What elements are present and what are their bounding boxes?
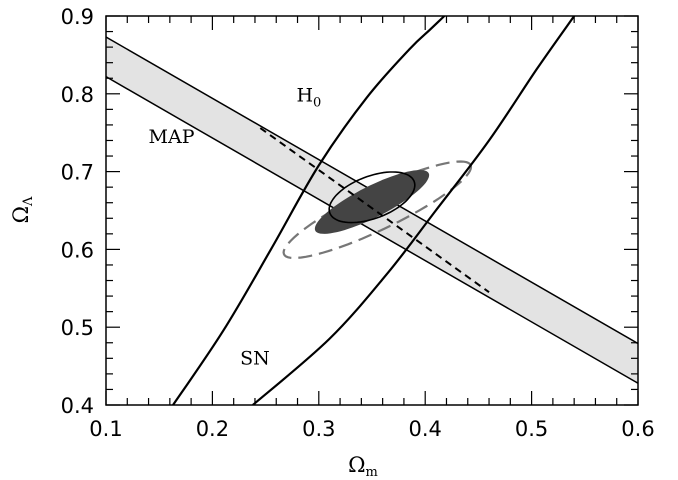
x-tick-label: 0.5: [515, 417, 548, 441]
h0-annotation-text: H: [296, 85, 313, 107]
x-axis-label: Ω: [348, 453, 365, 477]
map-annotation: MAP: [149, 126, 195, 148]
sn-curve-1: [172, 16, 446, 405]
x-tick-label: 0.6: [621, 417, 654, 441]
y-axis-title: ΩΛ: [9, 196, 36, 223]
y-tick-label: 0.9: [61, 5, 94, 29]
tick-labels: 0.1 0.2 0.3 0.4 0.5 0.6 0.4 0.5 0.6 0.7 0.8 0.9: [61, 5, 655, 441]
y-tick-label: 0.6: [61, 238, 94, 262]
sn-annotation: SN: [240, 348, 270, 370]
y-tick-label: 0.4: [61, 394, 94, 418]
h0-annotation-sub: 0: [313, 96, 321, 111]
y-tick-label: 0.7: [61, 161, 94, 185]
x-tick-label: 0.3: [302, 417, 335, 441]
x-axis-title: Ωm: [348, 453, 378, 480]
x-tick-label: 0.2: [196, 417, 229, 441]
x-tick-label: 0.1: [89, 417, 122, 441]
h0-degeneracy-line: [259, 127, 490, 294]
y-axis-label: Ω: [9, 206, 33, 223]
x-tick-label: 0.4: [408, 417, 441, 441]
combined-solid-ellipse: [328, 171, 416, 224]
map-band-lower-edge: [106, 76, 638, 384]
y-axis-label-sub: Λ: [21, 196, 36, 207]
sn-curve-2: [252, 16, 576, 405]
y-tick-label: 0.5: [61, 316, 94, 340]
axis-ticks: [105, 15, 639, 406]
plot-frame: [105, 15, 639, 406]
h0-annotation: H0: [296, 85, 321, 111]
x-axis-label-sub: m: [366, 465, 378, 480]
h0-dashed-ellipse: [282, 160, 473, 260]
combined-filled-ellipse: [314, 170, 430, 234]
plot-area: [106, 16, 638, 405]
y-tick-label: 0.8: [61, 83, 94, 107]
